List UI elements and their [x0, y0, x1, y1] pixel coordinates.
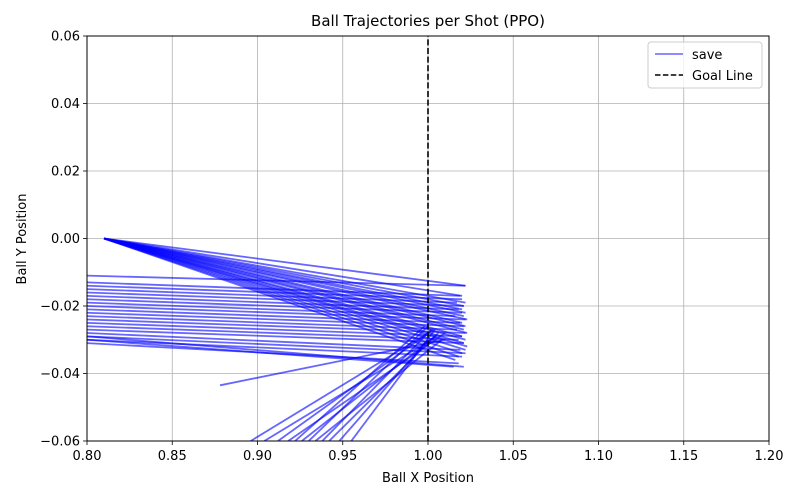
- trajectory-line: [87, 281, 461, 297]
- trajectory-line: [250, 332, 429, 441]
- chart-title: Ball Trajectories per Shot (PPO): [311, 12, 545, 30]
- trajectory-line: [87, 284, 463, 301]
- legend: save Goal Line: [647, 41, 763, 89]
- trajectory-line: [301, 335, 436, 441]
- x-tick-label: 1.05: [499, 449, 528, 464]
- y-tick-label: −0.04: [40, 367, 80, 382]
- x-tick-label: 0.90: [243, 449, 272, 464]
- trajectory-line: [328, 332, 439, 441]
- trajectory-line: [87, 305, 466, 321]
- trajectory-line: [314, 339, 443, 441]
- x-tick-label: 0.95: [328, 449, 357, 464]
- trajectory-line: [308, 325, 429, 441]
- trajectory-line: [87, 332, 461, 351]
- x-axis-title: Ball X Position: [382, 471, 474, 486]
- legend-goal-line-label: Goal Line: [692, 69, 753, 84]
- y-tick-label: −0.06: [40, 435, 80, 450]
- y-axis-title: Ball Y Position: [15, 194, 30, 285]
- plot-area: [87, 36, 468, 441]
- y-tick-label: −0.02: [40, 300, 80, 315]
- trajectory-line: [277, 328, 434, 441]
- trajectory-line: [87, 274, 466, 287]
- trajectory-line: [103, 237, 463, 297]
- legend-save-label: save: [692, 48, 722, 63]
- trajectory-line: [87, 311, 464, 328]
- trajectory-line: [87, 301, 456, 318]
- trajectory-line: [294, 325, 426, 441]
- trajectory-line: [87, 318, 466, 334]
- y-tick-label: 0.02: [51, 165, 80, 180]
- trajectory-line: [338, 339, 429, 441]
- x-tick-label: 0.80: [73, 449, 102, 464]
- x-axis: 0.80 0.85 0.90 0.95 1.00 1.05 1.10 1.15 1.20: [73, 441, 784, 464]
- x-tick-label: 0.85: [158, 449, 187, 464]
- x-tick-label: 1.00: [414, 449, 443, 464]
- trajectory-line: [350, 329, 436, 441]
- y-axis: −0.06 −0.04 −0.02 0.00 0.02 0.04 0.06: [40, 30, 87, 450]
- trajectory-line: [87, 328, 464, 345]
- trajectory-line: [87, 298, 463, 314]
- trajectory-line: [87, 294, 459, 311]
- trajectory-line: [103, 237, 466, 287]
- y-tick-label: 0.06: [51, 30, 80, 45]
- y-tick-label: 0.00: [51, 232, 80, 247]
- trajectory-line: [87, 288, 458, 304]
- trajectory-line: [321, 328, 433, 441]
- y-tick-label: 0.04: [51, 97, 80, 112]
- trajectory-line: [87, 325, 459, 341]
- x-tick-label: 1.10: [584, 449, 613, 464]
- x-tick-label: 1.20: [755, 449, 784, 464]
- x-tick-label: 1.15: [669, 449, 698, 464]
- trajectory-line: [87, 291, 464, 307]
- trajectory-line: [87, 321, 463, 338]
- trajectory-line: [87, 308, 461, 324]
- trajectory-line: [87, 315, 458, 331]
